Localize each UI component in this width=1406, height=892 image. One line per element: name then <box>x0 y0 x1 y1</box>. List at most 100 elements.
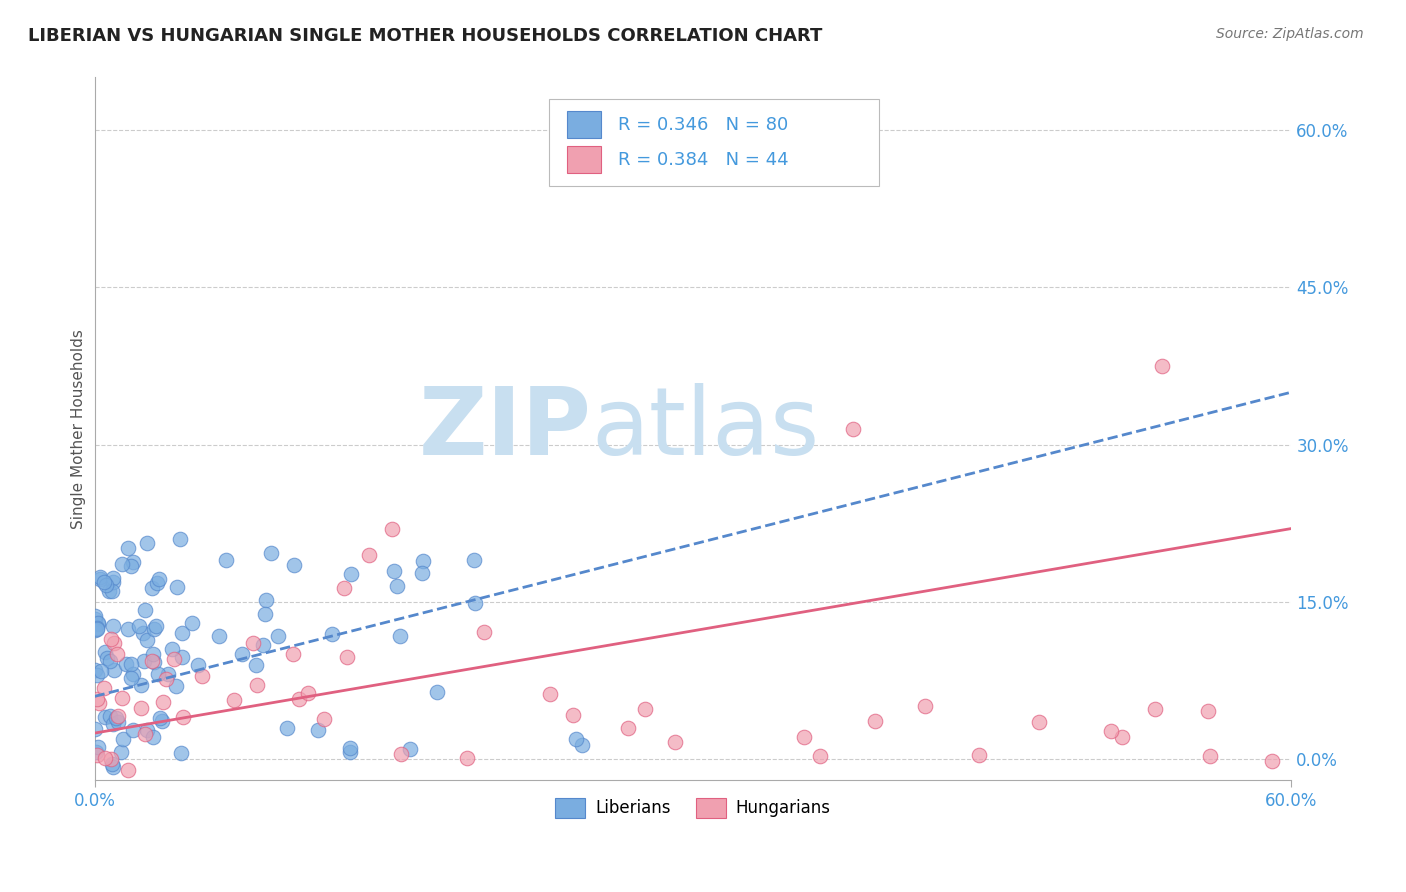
Point <box>808 748 831 763</box>
Point <box>456 751 478 765</box>
Point <box>152 695 174 709</box>
Point <box>1261 754 1284 768</box>
Point <box>101 716 124 731</box>
Point <box>128 619 150 633</box>
Text: ZIP: ZIP <box>419 383 592 475</box>
Point <box>145 619 167 633</box>
Point <box>389 747 412 762</box>
Point <box>967 747 990 762</box>
Point <box>231 647 253 661</box>
Point <box>314 712 336 726</box>
Point <box>187 658 209 673</box>
Point <box>98 654 121 668</box>
Point <box>150 714 173 728</box>
Point <box>94 645 117 659</box>
Point <box>339 740 361 755</box>
Point <box>191 669 214 683</box>
Point <box>1028 714 1050 729</box>
Point <box>111 691 134 706</box>
Point <box>464 596 486 610</box>
Point <box>166 580 188 594</box>
Point <box>94 710 117 724</box>
FancyBboxPatch shape <box>568 146 600 173</box>
Point <box>84 745 107 759</box>
Point <box>105 647 128 661</box>
Point <box>132 654 155 668</box>
Point <box>163 652 186 666</box>
Point <box>87 696 110 710</box>
Point <box>382 565 405 579</box>
Y-axis label: Single Mother Households: Single Mother Households <box>72 329 86 529</box>
Point <box>100 752 122 766</box>
Point <box>115 657 138 671</box>
Point <box>120 558 142 573</box>
Point <box>307 723 329 738</box>
Point <box>87 740 110 755</box>
Point <box>122 555 145 569</box>
Point <box>101 574 124 589</box>
Point <box>86 616 108 631</box>
Legend: Liberians, Hungarians: Liberians, Hungarians <box>548 791 838 825</box>
Point <box>172 625 194 640</box>
Point <box>101 760 124 774</box>
Text: atlas: atlas <box>592 383 820 475</box>
Point <box>103 664 125 678</box>
Point <box>208 629 231 643</box>
Point <box>172 649 194 664</box>
Point <box>94 578 117 592</box>
Point <box>1099 724 1122 739</box>
Point <box>117 541 139 555</box>
Point <box>162 642 184 657</box>
Point <box>340 566 363 581</box>
Point <box>260 546 283 560</box>
Point <box>100 757 122 772</box>
Point <box>136 536 159 550</box>
Point <box>281 647 304 661</box>
Point <box>172 710 194 724</box>
Point <box>252 638 274 652</box>
Text: R = 0.384   N = 44: R = 0.384 N = 44 <box>617 151 789 169</box>
FancyBboxPatch shape <box>550 98 879 186</box>
Point <box>90 665 112 679</box>
Point <box>321 627 343 641</box>
Point <box>617 721 640 735</box>
Point <box>222 693 245 707</box>
Point <box>84 722 107 736</box>
Point <box>142 647 165 661</box>
Point <box>131 626 153 640</box>
Text: Source: ZipAtlas.com: Source: ZipAtlas.com <box>1216 27 1364 41</box>
Point <box>357 549 380 563</box>
Point <box>84 663 107 677</box>
Point <box>1150 359 1173 373</box>
Point <box>111 731 134 746</box>
Text: R = 0.346   N = 80: R = 0.346 N = 80 <box>617 116 787 134</box>
Point <box>100 584 122 599</box>
Point <box>122 723 145 737</box>
Point <box>98 709 121 723</box>
Point <box>145 576 167 591</box>
Point <box>267 628 290 642</box>
Point <box>110 558 132 572</box>
Point <box>385 579 408 593</box>
Point <box>256 593 278 607</box>
Point <box>117 763 139 777</box>
Point <box>283 558 305 573</box>
Point <box>86 621 108 635</box>
Point <box>136 633 159 648</box>
Point <box>634 701 657 715</box>
Point <box>107 708 129 723</box>
Point <box>841 422 863 436</box>
Point <box>245 657 267 672</box>
Point <box>148 572 170 586</box>
Point <box>86 667 108 681</box>
Point <box>141 581 163 595</box>
Point <box>246 678 269 692</box>
Point <box>93 681 115 695</box>
Point <box>134 603 156 617</box>
Point <box>84 623 107 637</box>
Point <box>276 721 298 735</box>
Point <box>155 672 177 686</box>
Point <box>86 691 108 706</box>
Point <box>103 571 125 585</box>
Point <box>165 679 187 693</box>
